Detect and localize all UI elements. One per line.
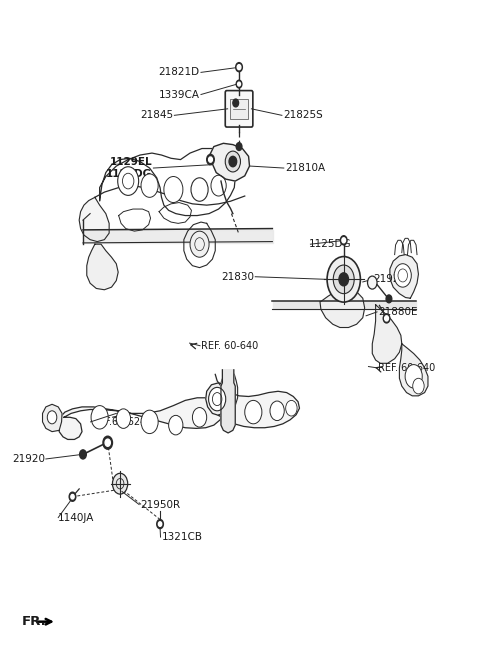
Circle shape — [339, 273, 348, 286]
Text: FR.: FR. — [22, 615, 47, 628]
Text: 21950R: 21950R — [140, 500, 180, 510]
Circle shape — [413, 379, 424, 394]
Text: 1125DG: 1125DG — [106, 169, 152, 179]
Text: 21825S: 21825S — [283, 110, 323, 121]
Circle shape — [237, 65, 241, 69]
Circle shape — [384, 316, 388, 321]
Circle shape — [386, 295, 392, 303]
Polygon shape — [399, 344, 428, 396]
Circle shape — [368, 276, 377, 289]
Polygon shape — [215, 375, 300, 428]
Circle shape — [383, 314, 390, 323]
Circle shape — [333, 265, 354, 293]
Circle shape — [71, 495, 74, 499]
Text: 1321CB: 1321CB — [161, 532, 203, 542]
Circle shape — [158, 522, 162, 527]
Circle shape — [236, 80, 242, 88]
Circle shape — [236, 63, 242, 71]
Polygon shape — [58, 398, 223, 440]
Circle shape — [342, 238, 346, 243]
FancyBboxPatch shape — [225, 90, 253, 127]
Text: 21821D: 21821D — [158, 67, 200, 77]
Circle shape — [209, 387, 226, 411]
Circle shape — [192, 407, 207, 427]
Polygon shape — [390, 255, 419, 298]
Polygon shape — [221, 370, 235, 433]
Circle shape — [80, 450, 86, 459]
Circle shape — [91, 405, 108, 429]
Text: 21920: 21920 — [12, 454, 45, 464]
Circle shape — [245, 400, 262, 424]
Circle shape — [112, 474, 128, 494]
Text: REF. 60-640: REF. 60-640 — [201, 341, 258, 350]
Circle shape — [225, 151, 240, 172]
Text: 21810A: 21810A — [285, 163, 325, 173]
Circle shape — [48, 411, 57, 424]
Circle shape — [211, 175, 226, 196]
Text: 21830: 21830 — [221, 272, 254, 282]
Bar — [230, 99, 248, 119]
Circle shape — [141, 410, 158, 434]
Polygon shape — [43, 404, 62, 432]
Text: 1129EL: 1129EL — [109, 157, 152, 167]
Circle shape — [141, 174, 158, 197]
Circle shape — [207, 155, 214, 165]
Circle shape — [191, 178, 208, 201]
Polygon shape — [218, 372, 238, 413]
Text: 21920F: 21920F — [373, 274, 412, 284]
Circle shape — [190, 231, 209, 257]
Circle shape — [286, 400, 297, 416]
Polygon shape — [206, 383, 230, 415]
Circle shape — [164, 176, 183, 202]
Text: 1140JA: 1140JA — [58, 513, 95, 523]
Circle shape — [69, 492, 76, 501]
Circle shape — [168, 415, 183, 435]
Polygon shape — [79, 197, 109, 242]
Circle shape — [209, 157, 213, 162]
Circle shape — [103, 436, 112, 449]
Polygon shape — [87, 244, 118, 290]
Polygon shape — [320, 287, 365, 328]
Text: REF. 60-640: REF. 60-640 — [378, 363, 435, 373]
Circle shape — [116, 409, 131, 428]
Circle shape — [236, 143, 242, 151]
Circle shape — [233, 99, 239, 107]
Text: REF.60-624: REF.60-624 — [92, 417, 146, 427]
Circle shape — [270, 401, 284, 421]
Circle shape — [105, 439, 110, 446]
Circle shape — [340, 236, 347, 245]
Circle shape — [118, 167, 139, 195]
Text: 21845: 21845 — [140, 110, 173, 121]
Circle shape — [238, 82, 240, 86]
Text: 1339CA: 1339CA — [158, 90, 200, 100]
Circle shape — [327, 257, 360, 302]
Polygon shape — [372, 305, 402, 364]
Text: 1125DG: 1125DG — [309, 239, 352, 249]
Circle shape — [157, 519, 163, 529]
Text: 21880E: 21880E — [378, 307, 418, 317]
Circle shape — [405, 365, 422, 388]
Circle shape — [229, 157, 237, 167]
Circle shape — [394, 264, 411, 287]
Polygon shape — [209, 143, 250, 181]
